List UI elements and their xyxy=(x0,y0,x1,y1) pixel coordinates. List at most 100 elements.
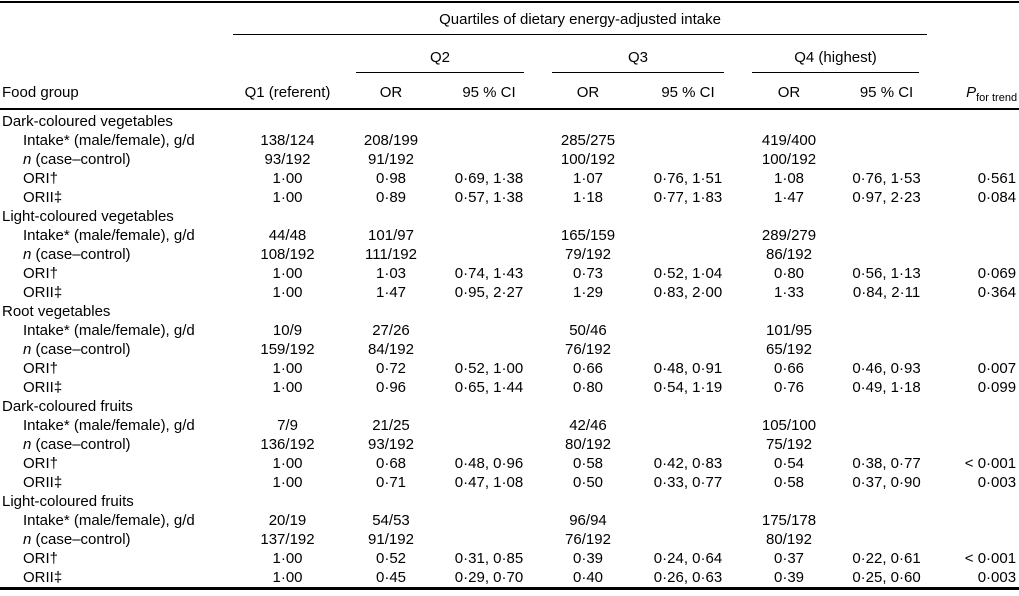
q4-group-cell: Q4 (highest) xyxy=(738,35,933,73)
value-cell xyxy=(440,511,538,530)
value-cell: 44/48 xyxy=(268,227,307,244)
row-label-text: ORI† xyxy=(23,170,59,187)
value-cell: 100/192 xyxy=(560,151,616,168)
row-label-italic: n xyxy=(23,436,32,453)
row-label: ORII‡ xyxy=(0,283,233,302)
value-cell xyxy=(638,435,738,454)
row-label-text: ORI† xyxy=(23,455,59,472)
value-cell: 0·45 xyxy=(375,569,407,586)
value-cell xyxy=(638,150,738,169)
q4-or-header: OR xyxy=(738,73,840,110)
p-value-cell: 0·003 xyxy=(977,474,1017,491)
p-value-cell: 0·364 xyxy=(977,284,1017,301)
data-row: n (case–control) 108/192 111/192 79/192 86/1… xyxy=(0,245,1019,264)
value-cell: 0·77, 1·83 xyxy=(653,189,723,206)
row-label: Intake* (male/female), g/d xyxy=(0,321,233,340)
row-label-text: ORII‡ xyxy=(23,189,63,206)
value-cell: 0·39 xyxy=(572,550,604,567)
value-cell: 0·54 xyxy=(773,455,805,472)
p-value-cell: 0·561 xyxy=(977,170,1017,187)
q4-ci-header: 95 % CI xyxy=(840,73,934,110)
row-label: ORI† xyxy=(0,169,233,188)
value-cell: 0·74, 1·43 xyxy=(454,265,524,282)
value-cell: 0·97, 2·23 xyxy=(852,189,921,206)
value-cell: 1·00 xyxy=(272,360,303,377)
value-cell: 165/159 xyxy=(560,227,616,244)
value-cell: 93/192 xyxy=(368,436,414,453)
value-cell: 0·95, 2·27 xyxy=(454,284,524,301)
data-row: n (case–control) 137/192 91/192 76/192 80/19… xyxy=(0,530,1019,549)
data-row: ORII‡ 1·00 0·71 0·47, 1·08 0·50 0·33, 0·77 0·5… xyxy=(0,473,1019,492)
value-cell: 21/25 xyxy=(372,417,410,434)
value-cell xyxy=(840,321,933,340)
row-label: ORI† xyxy=(0,549,233,568)
value-cell: 1·18 xyxy=(572,189,604,206)
p-symbol: P xyxy=(966,84,977,101)
value-cell: 0·57, 1·38 xyxy=(454,189,524,206)
value-cell: 0·26, 0·63 xyxy=(653,569,723,586)
value-cell: 0·96 xyxy=(375,379,407,396)
p-value-cell: 0·069 xyxy=(977,265,1017,282)
spanner-row: Quartiles of dietary energy-adjusted int… xyxy=(0,2,1019,35)
data-row: ORII‡ 1·00 0·96 0·65, 1·44 0·80 0·54, 1·19 0·7… xyxy=(0,378,1019,397)
row-label-italic: n xyxy=(23,246,32,263)
q2-ci-header: 95 % CI xyxy=(440,73,538,110)
value-cell xyxy=(440,150,538,169)
spacer-cell xyxy=(233,35,342,73)
row-label-text: Intake* (male/female), g/d xyxy=(23,417,195,434)
value-cell xyxy=(440,416,538,435)
data-row: ORI† 1·00 0·98 0·69, 1·38 1·07 0·76, 1·51 1·08… xyxy=(0,169,1019,188)
row-label: ORII‡ xyxy=(0,473,233,492)
value-cell xyxy=(840,511,933,530)
value-cell: 0·49, 1·18 xyxy=(852,379,921,396)
row-label: ORI† xyxy=(0,359,233,378)
value-cell: 0·33, 0·77 xyxy=(653,474,723,491)
value-cell: 0·80 xyxy=(773,265,805,282)
row-label: ORII‡ xyxy=(0,568,233,589)
value-cell: 1·00 xyxy=(272,550,303,567)
value-cell: 0·54, 1·19 xyxy=(653,379,723,396)
value-cell xyxy=(840,416,933,435)
value-cell: 1·08 xyxy=(773,170,805,187)
p-value-cell xyxy=(933,226,1019,245)
value-cell: 0·50 xyxy=(572,474,604,491)
value-cell: 0·66 xyxy=(773,360,805,377)
value-cell: 0·37 xyxy=(773,550,805,567)
row-label-text: Intake* (male/female), g/d xyxy=(23,322,195,339)
q2-group-cell: Q2 xyxy=(342,35,538,73)
value-cell: 101/95 xyxy=(766,322,812,339)
food-group-name: Root vegetables xyxy=(2,303,111,320)
data-row: ORI† 1·00 0·72 0·52, 1·00 0·66 0·48, 0·91 0·66… xyxy=(0,359,1019,378)
row-label-text: ORI† xyxy=(23,265,59,282)
value-cell: 136/192 xyxy=(260,436,315,453)
value-cell xyxy=(638,530,738,549)
value-cell: 159/192 xyxy=(260,341,315,358)
value-cell: 76/192 xyxy=(565,531,611,548)
value-cell xyxy=(840,530,933,549)
value-cell: 0·58 xyxy=(572,455,604,472)
row-label-text: (case–control) xyxy=(31,531,131,548)
value-cell: 0·29, 0·70 xyxy=(454,569,524,586)
p-value-cell xyxy=(933,150,1019,169)
row-label: Intake* (male/female), g/d xyxy=(0,416,233,435)
value-cell: 137/192 xyxy=(260,531,315,548)
value-cell: 208/199 xyxy=(363,132,419,149)
value-cell xyxy=(638,416,738,435)
row-label: ORI† xyxy=(0,264,233,283)
value-cell: 0·40 xyxy=(572,569,604,586)
p-value-cell: < 0·001 xyxy=(964,455,1017,472)
value-cell: 91/192 xyxy=(368,151,414,168)
value-cell xyxy=(440,435,538,454)
data-row: ORI† 1·00 0·52 0·31, 0·85 0·39 0·24, 0·64 0·37… xyxy=(0,549,1019,568)
spacer-cell xyxy=(0,2,233,35)
value-cell: 0·42, 0·83 xyxy=(653,455,723,472)
data-row: n (case–control) 159/192 84/192 76/192 65/19… xyxy=(0,340,1019,359)
value-cell: 84/192 xyxy=(368,341,414,358)
value-cell: 138/124 xyxy=(260,132,315,149)
value-cell xyxy=(638,511,738,530)
value-cell xyxy=(440,131,538,150)
row-label-text: (case–control) xyxy=(31,436,131,453)
section-header-row: Light-coloured fruits xyxy=(0,492,1019,511)
value-cell: 80/192 xyxy=(565,436,611,453)
value-cell xyxy=(638,340,738,359)
